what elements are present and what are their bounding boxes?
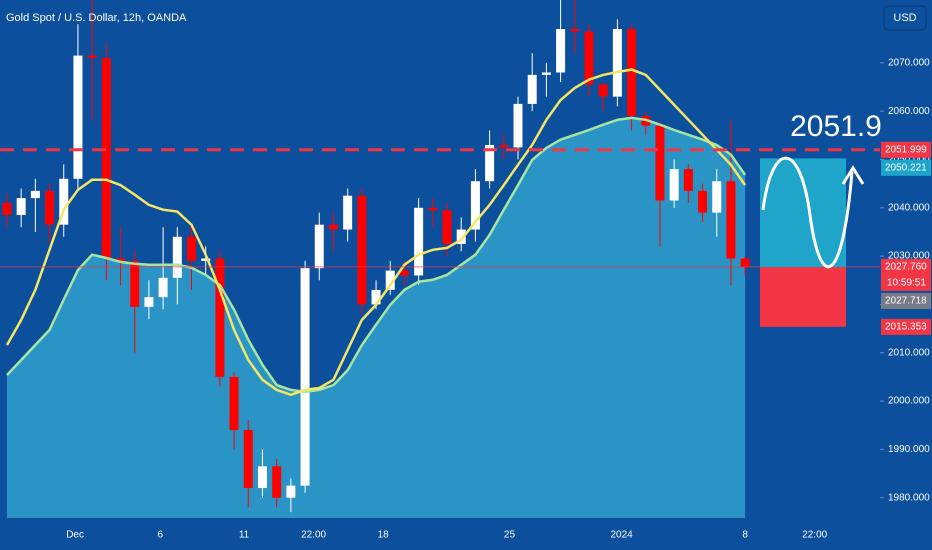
candle-body — [101, 57, 111, 259]
y-tick-label: 1990.000 — [888, 444, 930, 455]
candle-body — [584, 31, 594, 85]
x-tick-label: 22:00 — [301, 530, 326, 541]
candle-body — [627, 28, 637, 116]
x-tick-label: 25 — [504, 530, 516, 541]
price-label-box — [881, 141, 931, 158]
price-axis: Dec 6 11 22:00 18 25 2024 8 22:00 1980.000 1990.00… — [66, 57, 931, 541]
target-zone — [760, 158, 846, 268]
y-tick-label: 2030.000 — [888, 251, 930, 262]
currency-button[interactable] — [883, 5, 927, 31]
candle-body — [570, 28, 580, 32]
candle-body — [556, 28, 566, 73]
candle-body — [130, 260, 140, 307]
candle-body — [16, 198, 26, 216]
candle-body — [187, 236, 197, 261]
candle-body — [541, 72, 551, 75]
candle-body — [286, 485, 296, 498]
candle-body — [243, 430, 253, 489]
price-label: 2027.760 — [885, 262, 927, 273]
candle-body — [357, 195, 367, 305]
candle-body — [59, 178, 69, 225]
x-tick-label: 8 — [742, 530, 748, 541]
candle-body — [428, 207, 438, 211]
candle-body — [499, 144, 509, 148]
candle-body — [343, 195, 353, 230]
currency-label[interactable]: USD — [893, 12, 916, 24]
candle-body — [385, 270, 395, 290]
candle-body — [229, 376, 239, 431]
x-tick-label: 6 — [157, 530, 163, 541]
ma-line — [6, 116, 747, 394]
price-label: 2015.353 — [885, 322, 927, 333]
candle-body — [272, 466, 282, 498]
ma-line — [5, 68, 747, 397]
price-label-box — [881, 292, 931, 309]
candle-body — [314, 224, 324, 269]
candle-body — [45, 190, 55, 225]
price-label: 2027.718 — [885, 296, 927, 307]
candle-body — [87, 55, 97, 58]
candle-body — [740, 258, 750, 267]
candle-body — [201, 258, 211, 261]
candle-body — [215, 258, 225, 377]
candle-body — [726, 181, 736, 259]
forecast-curve — [761, 156, 854, 269]
x-tick-label: 11 — [239, 530, 250, 541]
price-label: 2051.999 — [885, 144, 927, 155]
candle-body — [513, 103, 523, 148]
annotation: 2051.9 — [790, 110, 882, 143]
candle-body — [698, 190, 708, 213]
candle-body — [527, 74, 537, 104]
candle-body — [116, 258, 126, 261]
candle-body — [655, 125, 665, 201]
candle-body — [300, 268, 310, 486]
y-tick-label: 2060.000 — [888, 106, 930, 117]
y-tick-label: 1980.000 — [888, 492, 930, 503]
forecast-arrowhead — [841, 165, 865, 185]
candle-body — [598, 84, 608, 97]
candle-body — [612, 28, 622, 97]
candle-body — [414, 207, 424, 276]
countdown: 10:59:51 — [887, 278, 926, 289]
candle-body — [399, 270, 409, 276]
candle-body — [683, 169, 693, 191]
candle-body — [2, 202, 12, 216]
ma-area — [7, 117, 746, 519]
y-tick-label: 2010.000 — [888, 347, 930, 358]
candle-body — [371, 289, 381, 305]
candle-body — [470, 181, 480, 230]
price-label-box — [881, 159, 931, 176]
candle-body — [442, 210, 452, 245]
price-label-box — [881, 258, 931, 291]
candle-body — [172, 236, 182, 278]
x-tick-label: 2024 — [611, 530, 634, 541]
price-label-box — [881, 318, 931, 335]
candle-body — [144, 297, 154, 307]
plot-area — [0, 0, 880, 519]
y-tick-label: 2040.000 — [888, 202, 930, 213]
candle-body — [73, 55, 83, 179]
candle-body — [669, 169, 679, 201]
candle-body — [712, 181, 722, 213]
x-tick-label: 18 — [378, 530, 390, 541]
stop-zone — [760, 267, 846, 327]
candle-body — [30, 190, 40, 199]
price-label: 2050.221 — [885, 162, 927, 173]
x-tick-label: 22:00 — [802, 530, 827, 541]
candle-body — [485, 144, 495, 182]
y-tick-label: 2000.000 — [888, 396, 930, 407]
candle-body — [158, 277, 168, 298]
y-tick-label: 2050.000 — [888, 154, 930, 165]
candle-body — [456, 229, 466, 245]
y-tick-label: 2070.000 — [888, 57, 930, 68]
chart-title: Gold Spot / U.S. Dollar, 12h, OANDA — [6, 12, 187, 24]
candle-body — [328, 224, 338, 230]
x-tick-label: Dec — [66, 530, 84, 541]
candle-body — [257, 466, 267, 489]
